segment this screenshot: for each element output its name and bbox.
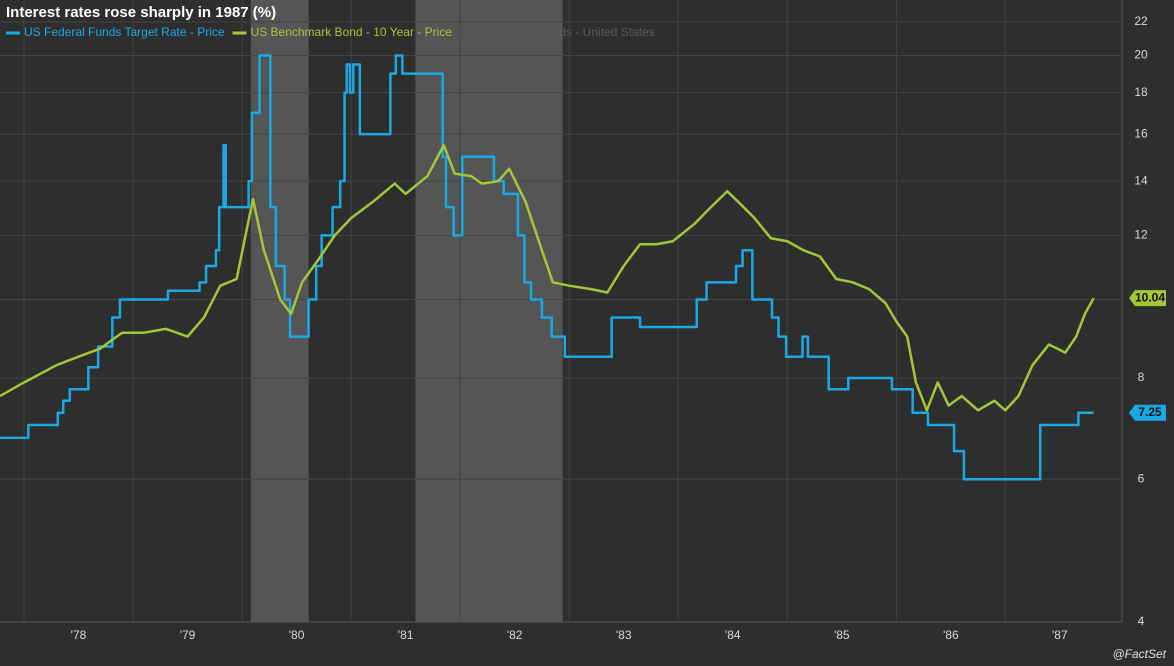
- y-tick-label: 6: [1138, 471, 1145, 485]
- series-line: [0, 144, 1095, 412]
- y-tick-label: 12: [1134, 228, 1148, 242]
- x-tick-label: '78: [71, 628, 87, 642]
- last-value-tag: [1129, 290, 1166, 307]
- x-tick-label: '83: [616, 628, 632, 642]
- y-tick-label: 16: [1134, 126, 1148, 140]
- recession-band: [415, 0, 563, 622]
- x-tick-label: '84: [725, 628, 741, 642]
- x-tick-label: '86: [943, 628, 959, 642]
- y-tick-label: 8: [1138, 370, 1145, 384]
- x-tick-label: '85: [834, 628, 850, 642]
- y-tick-label: 22: [1134, 14, 1148, 28]
- x-tick-label: '82: [507, 628, 523, 642]
- x-tick-label: '81: [398, 628, 414, 642]
- series-line: [0, 54, 1094, 481]
- last-value-label: 7.25: [1138, 405, 1162, 419]
- legend-label: US Benchmark Bond - 10 Year - Price: [251, 25, 453, 39]
- plot-back: [0, 0, 1123, 623]
- y-tick-label: 20: [1134, 48, 1148, 62]
- last-value-label: 10.04: [1135, 290, 1165, 304]
- plot-lines: [0, 54, 1095, 481]
- legend-swatch: [459, 28, 465, 38]
- x-tick-label: '87: [1052, 628, 1068, 642]
- source: @FactSet: [1112, 647, 1166, 661]
- chart-title: Interest rates rose sharply in 1987 (%): [6, 4, 276, 21]
- legend-label: US Federal Funds Target Rate - Price: [24, 25, 225, 39]
- x-tick-label: '79: [180, 628, 196, 642]
- y-tick-label: 14: [1134, 173, 1148, 187]
- plot-front: 46810121416182022'78'79'80'81'82'83'84'8…: [6, 14, 1166, 642]
- y-tick-label: 4: [1138, 614, 1145, 628]
- legend-label: Recession Periods - United States: [472, 25, 655, 39]
- last-value-tag: [1129, 404, 1166, 421]
- x-tick-label: '80: [289, 628, 305, 642]
- y-tick-label: 18: [1134, 85, 1148, 99]
